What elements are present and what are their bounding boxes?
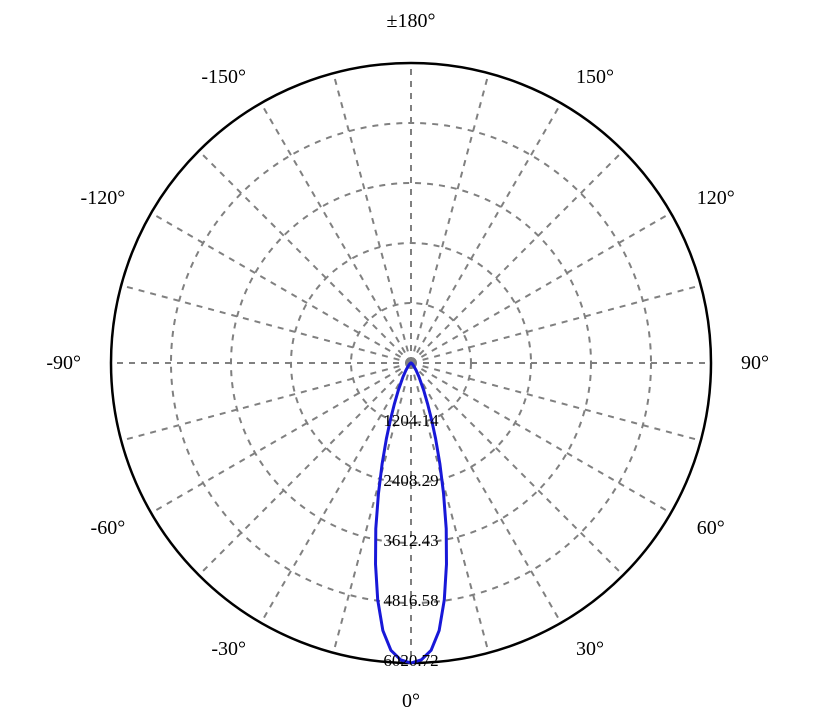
angle-label: -60° xyxy=(91,517,126,539)
angle-label: 0° xyxy=(402,690,420,712)
angle-label: 30° xyxy=(576,638,604,660)
radial-tick-label: 1204.14 xyxy=(383,411,439,430)
angle-label: 90° xyxy=(741,352,769,374)
angle-label: ±180° xyxy=(387,10,436,32)
angle-label: 150° xyxy=(576,66,614,88)
polar-chart: 1204.14 2408.29 3612.43 4816.58 6020.72 0° 30°… xyxy=(0,0,822,723)
angle-label: 120° xyxy=(697,187,735,209)
radial-tick-label: 3612.43 xyxy=(383,531,438,550)
angle-label: 60° xyxy=(697,517,725,539)
radial-tick-label: 6020.72 xyxy=(383,651,438,670)
radial-tick-label: 4816.58 xyxy=(383,591,438,610)
angle-label: -30° xyxy=(211,638,246,660)
angle-label: -90° xyxy=(46,352,81,374)
angle-label: -150° xyxy=(201,66,246,88)
angle-label: -120° xyxy=(81,187,126,209)
radial-tick-label: 2408.29 xyxy=(383,471,438,490)
